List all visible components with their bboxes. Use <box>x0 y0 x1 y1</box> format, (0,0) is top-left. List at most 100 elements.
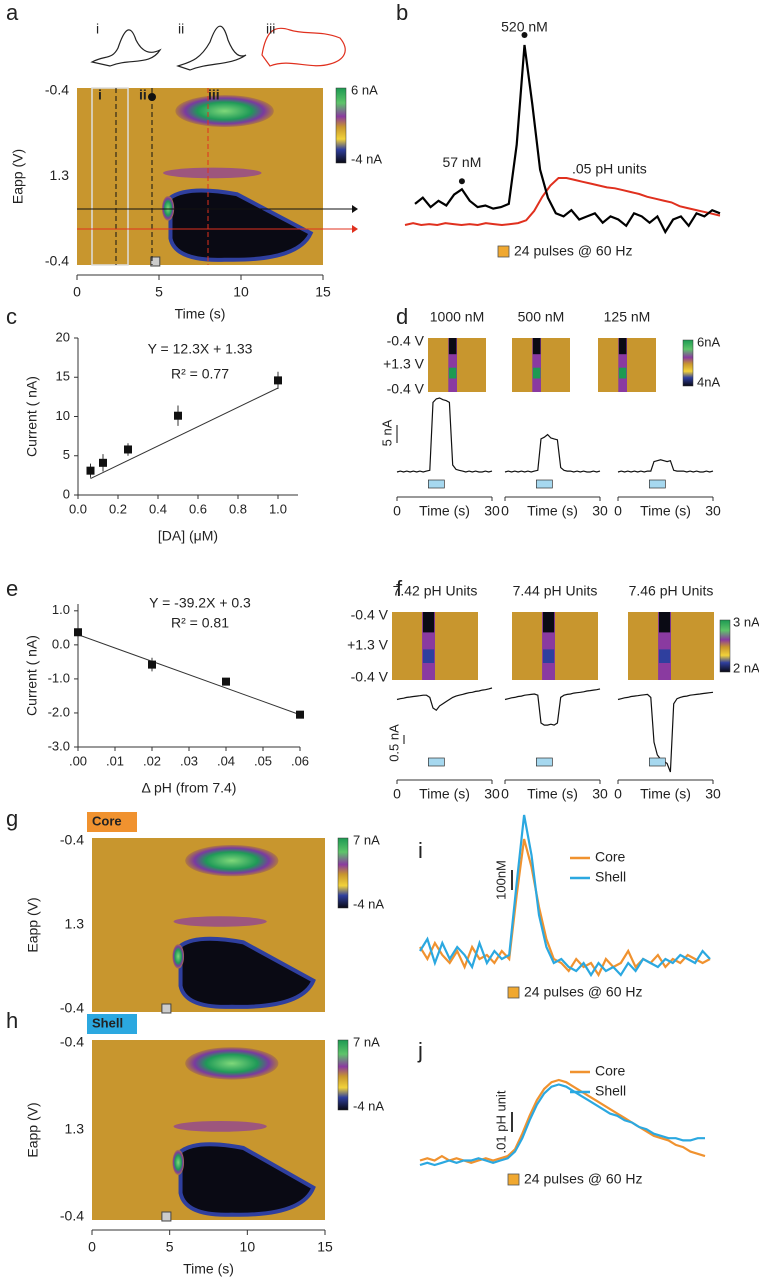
x-tick-label: .03 <box>180 753 198 768</box>
window <box>91 87 129 266</box>
point <box>148 660 156 669</box>
panel-title: 500 nM <box>518 309 565 325</box>
y-tick-label: 20 <box>56 329 70 344</box>
x-axis-title: Time (s) <box>419 786 470 802</box>
colorbar <box>335 87 347 164</box>
x-tick-label: 0.8 <box>229 501 247 516</box>
trace <box>414 44 721 235</box>
inset-label: iii <box>266 21 275 37</box>
heatmap-region <box>658 649 671 663</box>
tag-label: Core <box>92 813 122 828</box>
r-squared: R² = 0.77 <box>171 366 229 382</box>
panel-title: 125 nM <box>604 309 651 325</box>
x-tick-label: 0 <box>614 786 622 802</box>
heatmap-region <box>172 944 185 969</box>
panel-label: e <box>6 576 18 601</box>
y-tick-label: +1.3 V <box>347 637 389 653</box>
x-tick-label: 10 <box>240 1239 256 1255</box>
x-tick-label: 0 <box>88 1239 96 1255</box>
x-tick-label: 30 <box>484 503 500 519</box>
y-axis-title: Current ( nA) <box>24 376 40 457</box>
x-tick-label: 30 <box>705 786 721 802</box>
y-tick-label: -2.0 <box>48 704 70 719</box>
heatmap-region <box>168 188 314 262</box>
point <box>174 411 182 420</box>
panel-label: c <box>6 304 17 329</box>
x-axis-title: Time (s) <box>640 786 691 802</box>
marker-dot <box>148 93 156 101</box>
x-tick-label: .00 <box>69 753 87 768</box>
y-tick-label: 1.3 <box>50 167 70 183</box>
x-axis-title: Time (s) <box>527 786 578 802</box>
heatmap-region <box>185 1047 279 1080</box>
inset-voltammograms <box>90 25 346 71</box>
point <box>124 445 132 454</box>
legend-label: Shell <box>595 1083 626 1099</box>
heatmap-region <box>173 1121 267 1132</box>
point <box>222 677 230 686</box>
y-tick-label: -1.0 <box>48 670 70 685</box>
x-axis-title: Time (s) <box>183 1261 234 1277</box>
marker-label: i <box>98 87 102 103</box>
x-tick-label: 30 <box>592 503 608 519</box>
heatmap-region <box>178 936 316 1009</box>
y-tick-label: 1.3 <box>65 1121 85 1137</box>
equation: Y = -39.2X + 0.3 <box>149 595 251 611</box>
y-tick-label: -0.4 V <box>351 607 389 623</box>
x-tick-label: 0.4 <box>149 501 167 516</box>
y-tick-label: 0.0 <box>52 636 70 651</box>
panel-label: a <box>6 0 19 25</box>
heatmap-region <box>163 167 262 179</box>
stimulus-marker <box>428 757 445 767</box>
panel-label: j <box>417 1038 423 1063</box>
heatmap-region <box>658 612 671 633</box>
tag-box <box>87 1014 137 1034</box>
point <box>99 458 107 467</box>
y-axis-title: Current ( nA) <box>24 635 40 716</box>
x-tick-label: .01 <box>106 753 124 768</box>
y-tick-label: -0.4 <box>60 832 84 848</box>
panel-title: 7.44 pH Units <box>513 583 598 599</box>
heatmap-region <box>532 338 541 355</box>
x-axis-title: Δ pH (from 7.4) <box>142 780 237 796</box>
colorbar <box>337 837 349 909</box>
heatmap-region <box>172 1149 185 1175</box>
x-tick-label: 0 <box>614 503 622 519</box>
colorbar-label: -4 nA <box>353 1098 384 1113</box>
tag-label: Shell <box>92 1015 123 1030</box>
x-tick-label: 0 <box>501 503 509 519</box>
inset-label: ii <box>178 21 184 37</box>
x-tick-label: 0 <box>393 786 401 802</box>
stimulus-marker <box>161 1211 172 1222</box>
x-tick-label: 5 <box>166 1239 174 1255</box>
y-tick-label: -3.0 <box>48 738 70 753</box>
point <box>274 376 282 385</box>
trace <box>419 1078 706 1164</box>
r-squared: R² = 0.81 <box>171 615 229 631</box>
scale-bar-label: 100nM <box>493 860 508 900</box>
panel-label: i <box>418 838 423 863</box>
x-tick-label: 0.0 <box>69 501 87 516</box>
peak-dot <box>458 178 465 185</box>
inset-label: i <box>96 21 99 37</box>
y-tick-label: -0.4 V <box>351 669 389 685</box>
colorbar-label: 7 nA <box>353 832 380 847</box>
x-tick-label: 0.6 <box>189 501 207 516</box>
x-tick-label: 30 <box>484 786 500 802</box>
x-tick-label: 10 <box>233 284 249 300</box>
x-tick-label: 1.0 <box>269 501 287 516</box>
x-tick-label: .05 <box>254 753 272 768</box>
x-tick-label: .02 <box>143 753 161 768</box>
x-axis-title: [DA] (μM) <box>158 528 218 544</box>
heatmap-region <box>618 338 627 355</box>
marker-label: ii <box>139 87 147 103</box>
x-tick-label: 0.2 <box>109 501 127 516</box>
legend-label: Core <box>595 849 626 865</box>
panel-title: 7.46 pH Units <box>629 583 714 599</box>
heatmap-region <box>448 338 457 355</box>
stimulus-label: 24 pulses @ 60 Hz <box>524 984 643 1000</box>
heatmap-region <box>532 338 541 392</box>
panel-title: 1000 nM <box>430 309 484 325</box>
x-tick-label: .04 <box>217 753 235 768</box>
